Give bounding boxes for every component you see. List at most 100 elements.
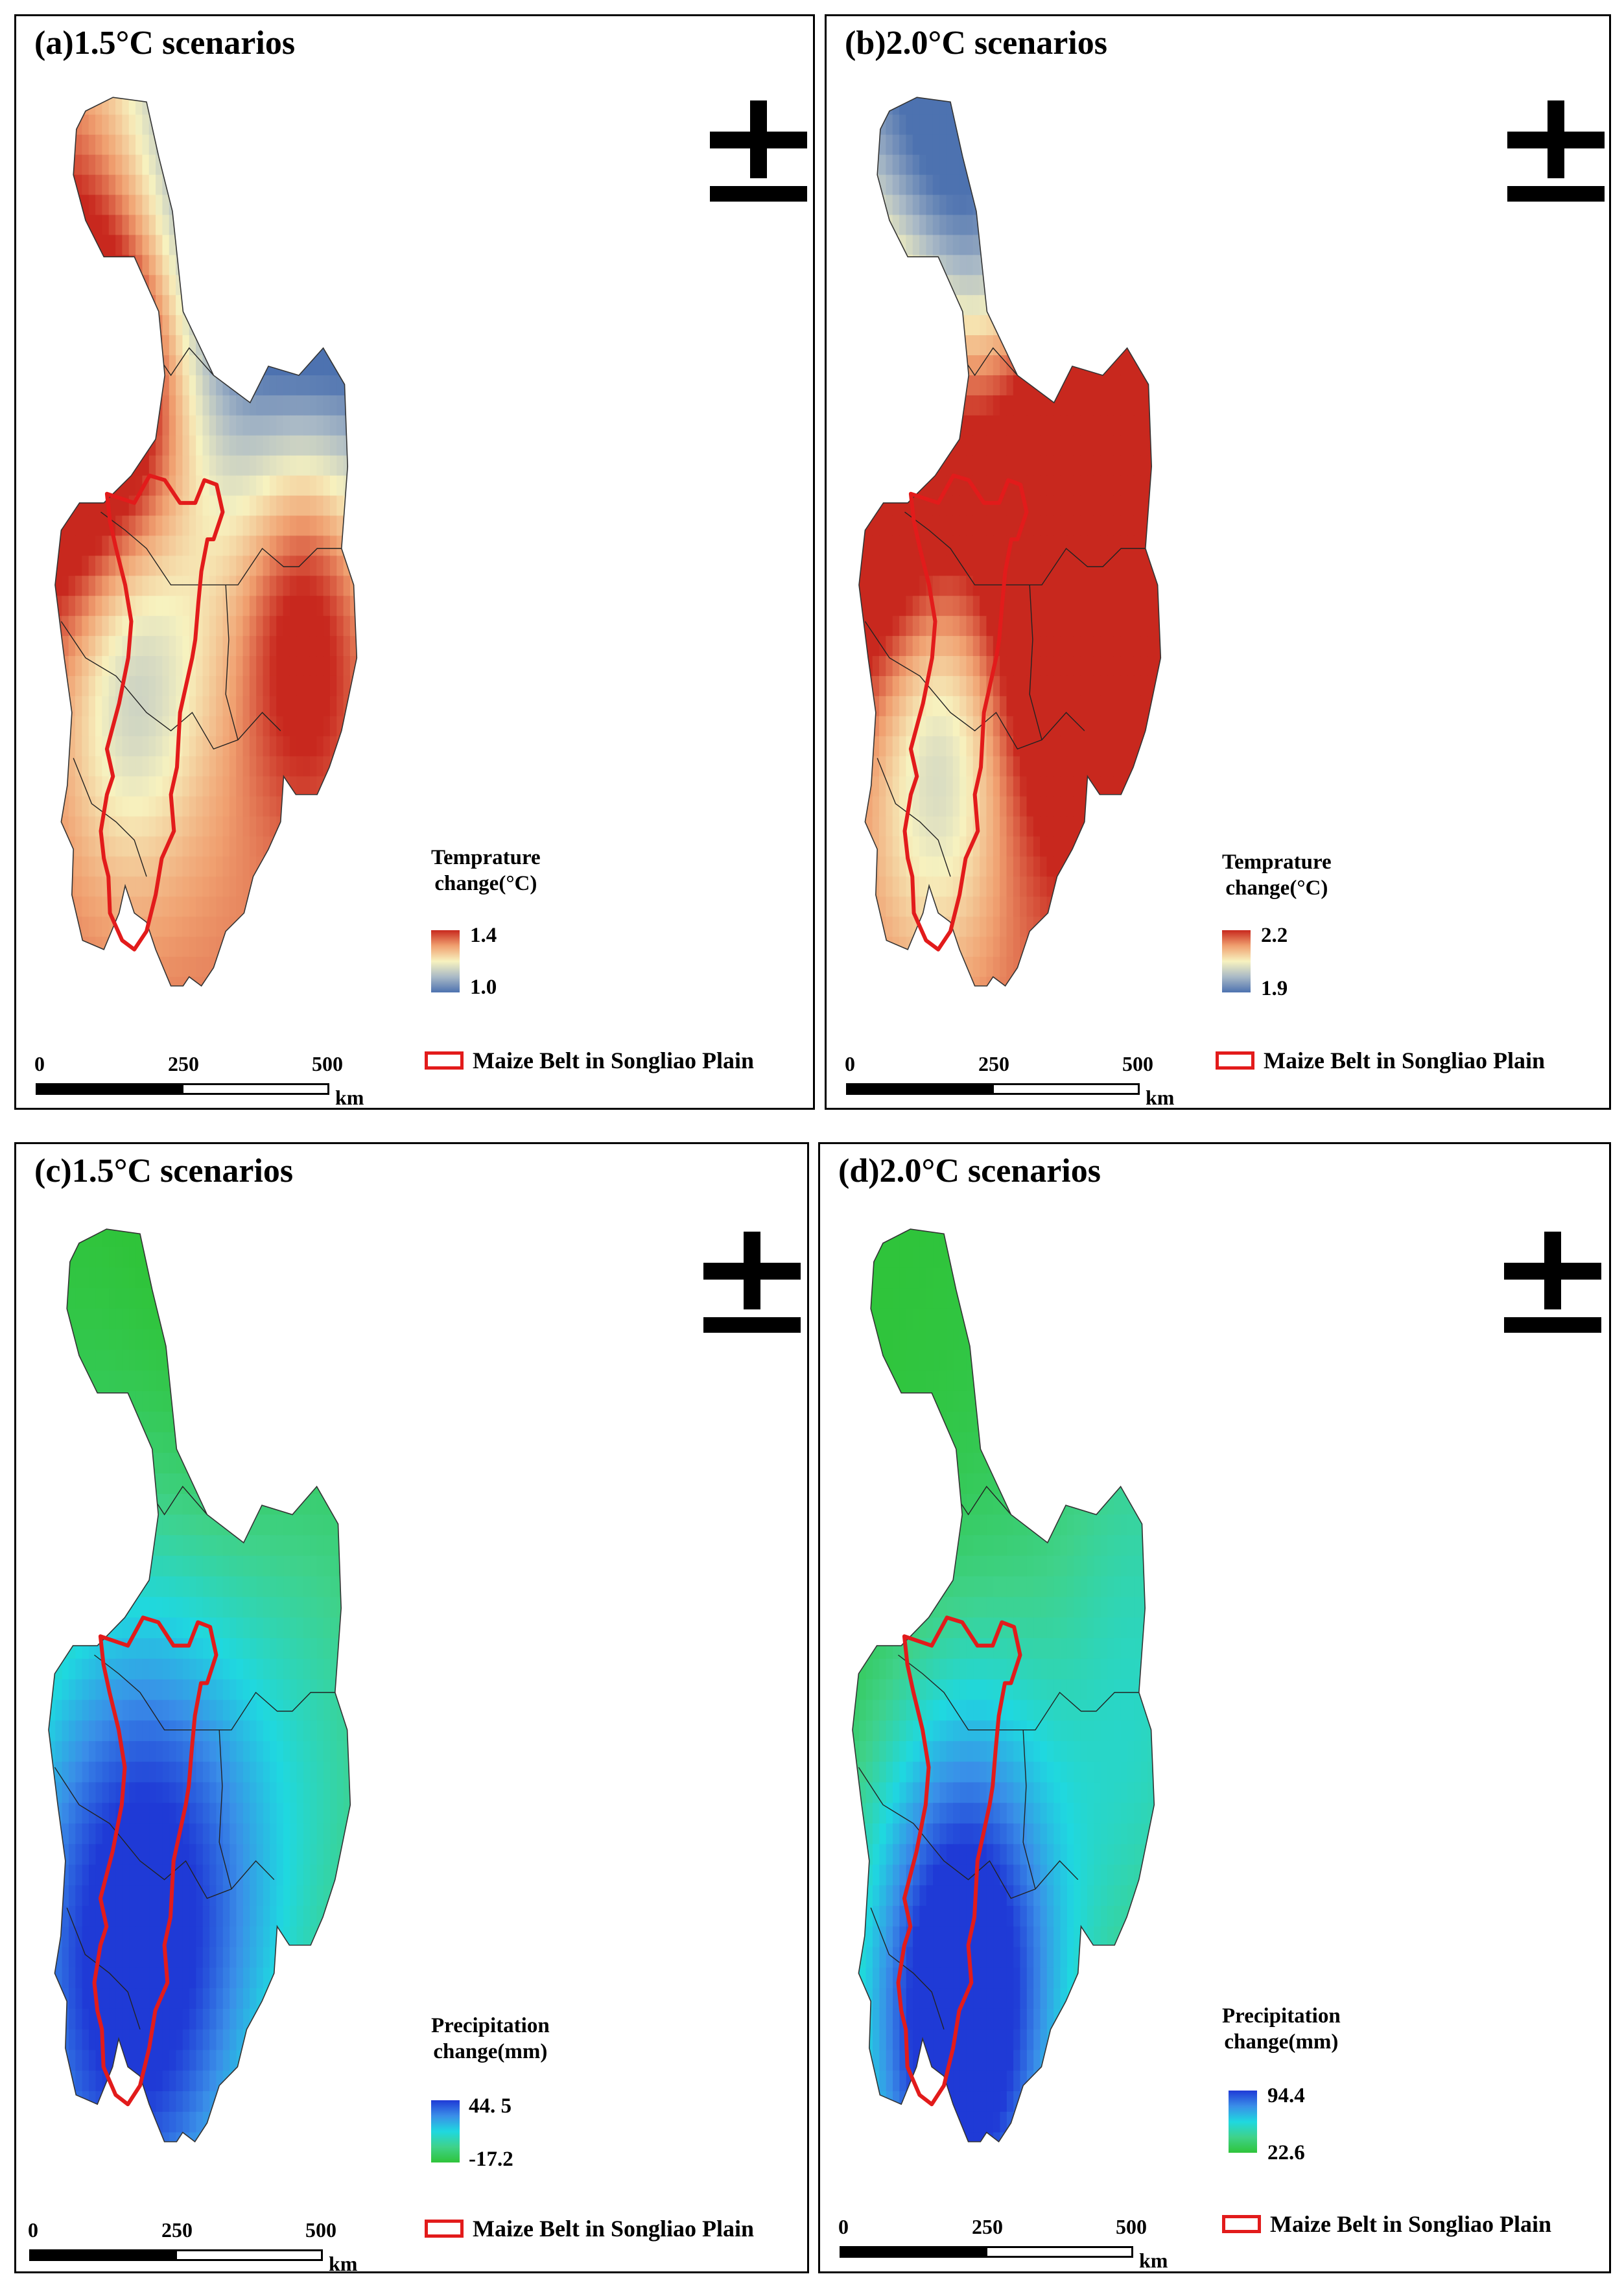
maize-belt-outline: [99, 473, 225, 952]
region-outline: [54, 97, 358, 987]
scale-unit: km: [329, 2252, 358, 2273]
scale-bar-black: [36, 1083, 183, 1095]
legend-title-line2: change(°C): [1225, 876, 1328, 900]
legend-max-label: 44. 5: [469, 2094, 512, 2118]
province-boundary: [877, 758, 951, 877]
province-boundary: [1029, 585, 1042, 740]
map-panel-b: (b)2.0°C scenarios Temprature change(°C)…: [825, 14, 1611, 1110]
scale-tick-0: 0: [34, 1052, 45, 1075]
legend-max-label: 2.2: [1261, 924, 1288, 947]
region-outline: [48, 1228, 351, 2143]
raster-layer: [859, 97, 1161, 986]
region-map: [852, 1228, 1155, 2143]
province-boundary: [100, 511, 342, 586]
scale-tick-500: 500: [312, 1052, 343, 1075]
province-boundary: [858, 1767, 1079, 1899]
scale-bar: 0 250 500 km: [28, 2204, 366, 2271]
scale-unit: km: [1146, 1086, 1175, 1109]
maize-belt-outline: [92, 1615, 218, 2107]
map-panel-c: (c)1.5°C scenarios Precipitation change(…: [14, 1142, 809, 2273]
scale-tick-0: 0: [845, 1052, 855, 1075]
belt-legend-swatch: [1216, 1051, 1254, 1070]
province-boundary: [218, 1729, 232, 1890]
scale-tick-250: 250: [978, 1052, 1009, 1075]
province-boundary: [904, 511, 1146, 586]
province-boundary: [864, 621, 1085, 750]
belt-legend: Maize Belt in Songliao Plain: [1222, 2210, 1551, 2238]
north-arrow-icon: [1504, 1232, 1601, 1333]
scale-tick-0: 0: [838, 2215, 849, 2238]
legend-title-line1: Precipitation: [431, 2014, 550, 2037]
scale-bar-white: [985, 2246, 1133, 2258]
legend-title-line1: Temprature: [1222, 850, 1332, 874]
legend-min-label: 1.9: [1261, 977, 1288, 1000]
province-boundary: [1022, 1729, 1036, 1890]
belt-legend-swatch: [425, 1051, 464, 1070]
province-boundary: [225, 585, 239, 740]
belt-legend-swatch: [1222, 2215, 1261, 2233]
legend-min-label: 22.6: [1267, 2141, 1305, 2164]
scale-bar-black: [846, 1083, 994, 1095]
scale-tick-250: 250: [161, 2218, 193, 2242]
belt-legend: Maize Belt in Songliao Plain: [425, 1047, 754, 1074]
region-map: [48, 1228, 351, 2143]
belt-legend-label: Maize Belt in Songliao Plain: [1270, 2211, 1552, 2237]
legend-max-label: 1.4: [470, 924, 497, 947]
north-arrow-icon: [710, 100, 807, 202]
legend-title: Precipitation change(mm): [1222, 2003, 1341, 2055]
scale-tick-500: 500: [305, 2218, 336, 2242]
province-boundary: [66, 1907, 141, 2030]
belt-legend: Maize Belt in Songliao Plain: [1216, 1047, 1545, 1074]
legend-color-ramp: [1229, 2091, 1257, 2153]
legend-min-label: -17.2: [469, 2148, 513, 2171]
raster-layer: [55, 97, 357, 986]
province-boundary: [94, 1654, 335, 1731]
belt-legend-label: Maize Belt in Songliao Plain: [473, 1048, 755, 1073]
region-outline: [852, 1228, 1155, 2143]
province-boundary: [54, 1767, 275, 1899]
legend-max-label: 94.4: [1267, 2084, 1305, 2107]
legend-color-ramp: [1222, 930, 1251, 992]
raster-layer: [853, 1229, 1155, 2142]
panel-title: (a)1.5°C scenarios: [34, 25, 296, 62]
province-boundary: [870, 1907, 945, 2030]
scale-bar-white: [992, 1083, 1140, 1095]
legend-color-ramp: [431, 2100, 460, 2162]
belt-legend-label: Maize Belt in Songliao Plain: [1264, 1048, 1546, 1073]
region-map: [858, 97, 1162, 987]
scale-bar: 0 250 500 km: [845, 1038, 1183, 1108]
scale-tick-0: 0: [28, 2218, 38, 2242]
scale-tick-500: 500: [1122, 1052, 1153, 1075]
map-panel-d: (d)2.0°C scenarios Precipitation change(…: [818, 1142, 1611, 2273]
scale-bar-black: [29, 2249, 177, 2261]
province-boundary: [60, 621, 281, 750]
province-boundary: [898, 1654, 1139, 1731]
legend-title-line1: Precipitation: [1222, 2004, 1341, 2028]
legend-title-line2: change(mm): [433, 2040, 548, 2063]
raster-layer: [49, 1229, 351, 2142]
region-outline: [858, 97, 1162, 987]
legend-min-label: 1.0: [470, 976, 497, 999]
belt-legend: Maize Belt in Songliao Plain: [425, 2215, 754, 2242]
north-arrow-icon: [703, 1232, 801, 1333]
scale-tick-500: 500: [1116, 2215, 1147, 2238]
legend-title-line2: change(mm): [1224, 2030, 1339, 2054]
scale-unit: km: [335, 1086, 364, 1109]
panel-title: (d)2.0°C scenarios: [838, 1153, 1101, 1189]
maize-belt-outline: [896, 1615, 1022, 2107]
legend-title-line2: change(°C): [434, 872, 537, 895]
scale-tick-250: 250: [972, 2215, 1003, 2238]
region-map: [54, 97, 358, 987]
belt-legend-label: Maize Belt in Songliao Plain: [473, 2216, 755, 2242]
maize-belt-outline: [902, 473, 1029, 952]
legend-title: Temprature change(°C): [431, 845, 541, 896]
legend-title: Precipitation change(mm): [431, 2013, 550, 2065]
province-boundary: [73, 758, 147, 877]
belt-legend-swatch: [425, 2220, 464, 2238]
scale-bar: 0 250 500 km: [34, 1038, 373, 1108]
north-arrow-icon: [1507, 100, 1605, 202]
panel-title: (c)1.5°C scenarios: [34, 1153, 294, 1189]
panel-title: (b)2.0°C scenarios: [845, 25, 1107, 62]
legend-title-line1: Temprature: [431, 846, 541, 869]
scale-tick-250: 250: [168, 1052, 199, 1075]
